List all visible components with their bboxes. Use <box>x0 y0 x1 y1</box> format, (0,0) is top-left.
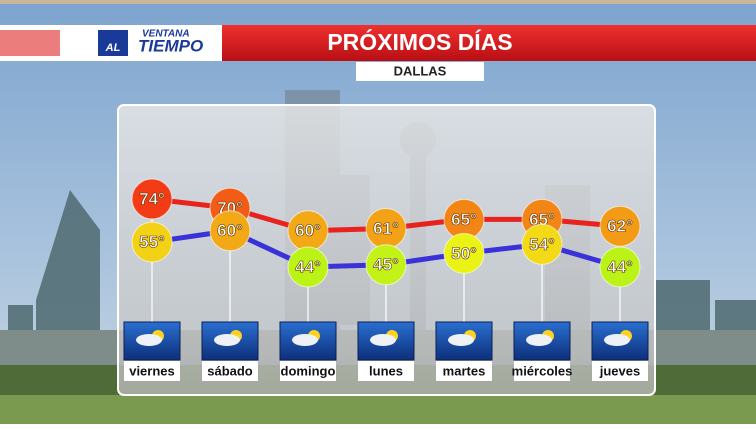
header-left <box>0 30 60 56</box>
temp-label: 44° <box>607 257 633 276</box>
temp-ball <box>521 223 563 265</box>
day-label-box <box>436 361 492 381</box>
day-label: martes <box>443 363 486 378</box>
temp-label: 61° <box>373 219 399 238</box>
temp-label: 45° <box>373 255 399 274</box>
temp-label: 60° <box>295 221 321 240</box>
temp-ball <box>443 232 485 274</box>
temp-label: 60° <box>217 221 243 240</box>
day-label-box <box>202 361 258 381</box>
day-label-box <box>358 361 414 381</box>
day-label: sábado <box>207 363 253 378</box>
day-label: domingo <box>281 363 336 378</box>
icon-cloud <box>292 334 318 346</box>
day-label: jueves <box>599 363 640 378</box>
day-label-box <box>280 361 336 381</box>
temp-label: 65° <box>451 210 477 229</box>
temp-ball <box>287 246 329 288</box>
temp-label: 55° <box>139 233 165 252</box>
icon-cloud <box>214 334 240 346</box>
day-label-box <box>514 361 570 381</box>
icon-cloud <box>448 334 474 346</box>
temp-ball <box>209 210 251 252</box>
logo-left: AL <box>105 42 121 54</box>
grass <box>0 395 756 424</box>
temp-ball <box>599 246 641 288</box>
header-red <box>222 25 756 61</box>
temp-label: 62° <box>607 217 633 236</box>
icon-cloud <box>604 334 630 346</box>
temp-ball <box>131 178 173 220</box>
temp-ball <box>131 221 173 263</box>
subtitle-box <box>356 62 484 81</box>
temp-ball <box>365 244 407 286</box>
day-label-box <box>592 361 648 381</box>
logo-top: VENTANA <box>142 29 190 40</box>
temp-label: 54° <box>529 235 555 254</box>
day-label: lunes <box>369 363 403 378</box>
day-label: miércoles <box>512 363 573 378</box>
day-label: viernes <box>129 363 175 378</box>
day-label-box <box>124 361 180 381</box>
temp-label: 44° <box>295 257 321 276</box>
temp-label: 65° <box>529 210 555 229</box>
icon-cloud <box>136 334 162 346</box>
logo-right: TIEMPO <box>138 36 203 55</box>
temp-label: 74° <box>139 189 165 208</box>
temp-ball <box>599 205 641 247</box>
chart-title: PRÓXIMOS DÍAS <box>327 28 512 55</box>
icon-cloud <box>370 334 396 346</box>
icon-cloud <box>526 334 552 346</box>
chart-subtitle: DALLAS <box>394 63 447 78</box>
logo-mark <box>98 30 128 56</box>
top-edge <box>0 0 756 4</box>
temp-label: 50° <box>451 244 477 263</box>
